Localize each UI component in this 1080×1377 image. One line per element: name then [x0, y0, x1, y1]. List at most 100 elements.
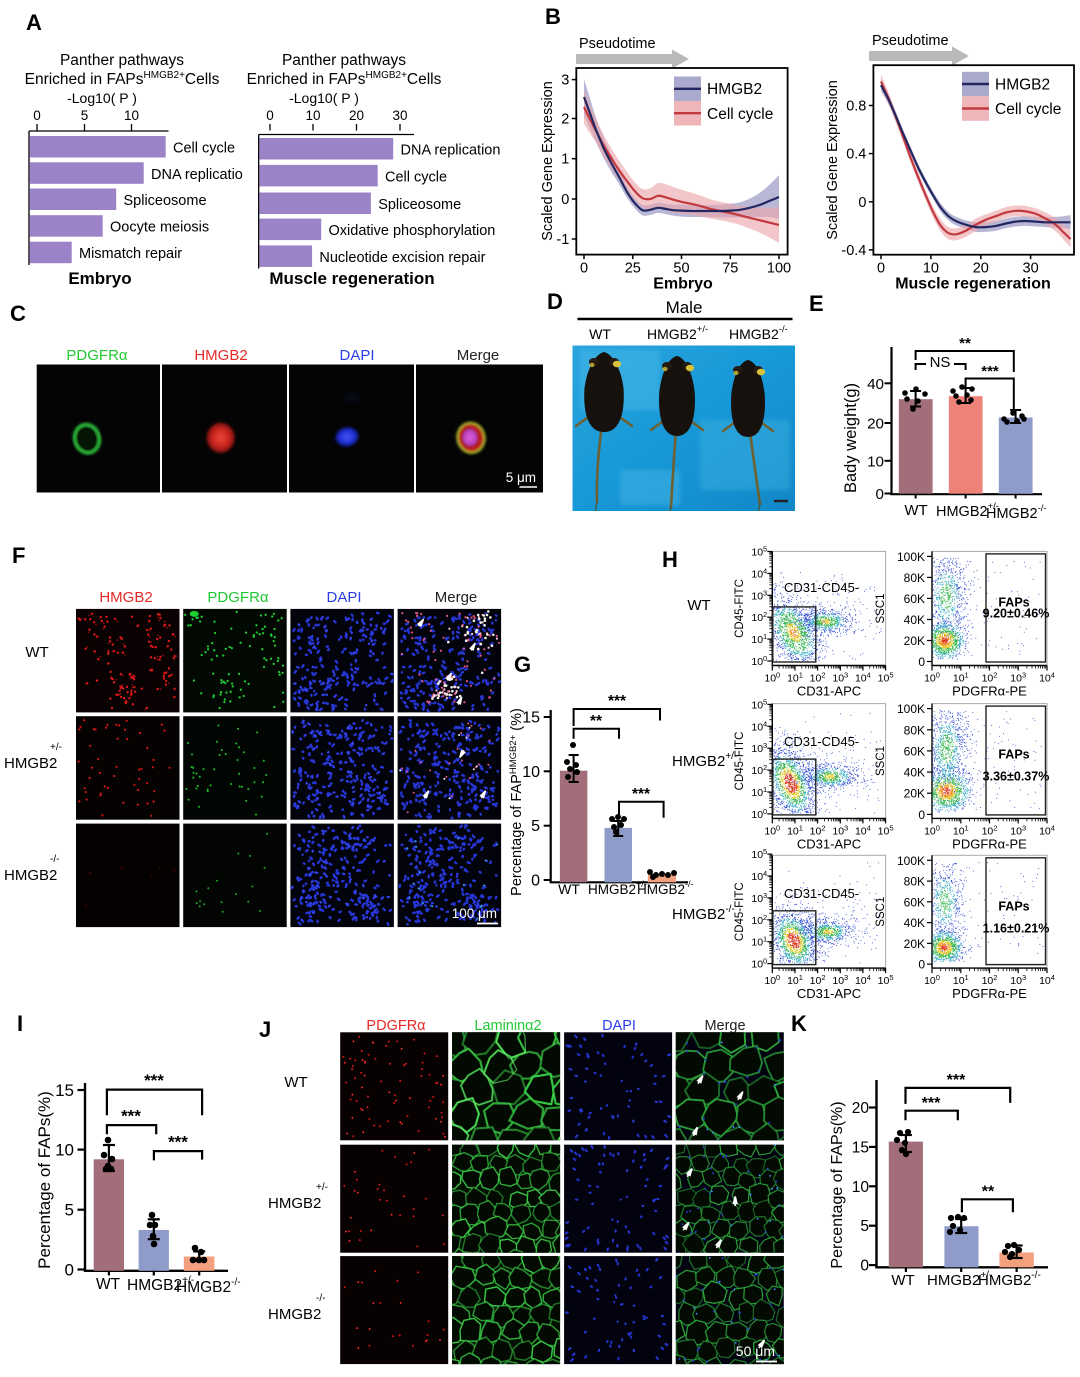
svg-text:Muscle regeneration: Muscle regeneration	[895, 276, 1051, 293]
svg-text:***: ***	[947, 1072, 966, 1089]
svg-text:30: 30	[392, 108, 407, 123]
svg-text:5: 5	[65, 1201, 74, 1220]
svg-text:PDGFRα-PE: PDGFRα-PE	[952, 684, 1027, 699]
svg-text:Percentage of FAPs(%): Percentage of FAPs(%)	[35, 1091, 54, 1269]
svg-text:**: **	[959, 335, 971, 352]
svg-text:PDGFRα-PE: PDGFRα-PE	[952, 836, 1027, 851]
svg-text:WT: WT	[904, 502, 927, 519]
svg-text:F: F	[12, 543, 25, 568]
svg-text:+/-: +/-	[50, 742, 62, 753]
svg-text:HMGB2-/-: HMGB2-/-	[672, 904, 735, 923]
svg-text:0.8: 0.8	[846, 99, 866, 115]
svg-text:80K: 80K	[904, 571, 925, 585]
svg-text:HMGB2: HMGB2	[268, 1306, 321, 1323]
svg-text:Enriched in FAPsHMGB2+Cells: Enriched in FAPsHMGB2+Cells	[25, 70, 220, 88]
svg-text:80K: 80K	[904, 875, 925, 889]
svg-text:20K: 20K	[904, 634, 925, 648]
svg-text:CD31-CD45-: CD31-CD45-	[784, 886, 859, 901]
svg-text:DAPI: DAPI	[602, 1018, 636, 1034]
svg-text:Pseudotime: Pseudotime	[579, 36, 656, 52]
svg-text:PDGFRα: PDGFRα	[66, 347, 128, 364]
svg-text:10: 10	[305, 108, 320, 123]
svg-text:-Log10( P ): -Log10( P )	[289, 90, 359, 106]
svg-text:Male: Male	[666, 298, 703, 317]
svg-text:3.36±0.37%: 3.36±0.37%	[983, 770, 1050, 784]
svg-text:60K: 60K	[904, 895, 925, 909]
svg-text:-/-: -/-	[50, 854, 59, 865]
svg-text:100K: 100K	[897, 702, 925, 716]
svg-text:PDGFRα: PDGFRα	[207, 589, 269, 606]
svg-text:Nucleotide excision repair: Nucleotide excision repair	[319, 250, 485, 266]
svg-text:SSC1: SSC1	[875, 746, 887, 776]
svg-text:75: 75	[722, 261, 738, 277]
svg-text:0: 0	[531, 873, 540, 890]
svg-text:**: **	[590, 713, 603, 730]
svg-text:100K: 100K	[897, 550, 925, 564]
svg-text:CD31-APC: CD31-APC	[797, 684, 861, 699]
svg-text:20: 20	[867, 416, 884, 433]
svg-text:HMGB2+/-: HMGB2+/-	[672, 751, 737, 770]
svg-text:20K: 20K	[904, 937, 925, 951]
svg-text:CD45-FITC: CD45-FITC	[734, 732, 746, 791]
svg-text:0: 0	[266, 108, 274, 123]
svg-text:5: 5	[81, 108, 89, 123]
svg-text:**: **	[982, 1184, 995, 1201]
svg-text:0.4: 0.4	[846, 147, 866, 163]
svg-text:***: ***	[168, 1133, 188, 1152]
svg-text:2: 2	[561, 112, 569, 128]
svg-text:HMGB2-/-: HMGB2-/-	[986, 503, 1047, 522]
svg-text:FAPs: FAPs	[998, 748, 1029, 762]
svg-text:Spliceosome: Spliceosome	[378, 197, 461, 213]
svg-text:40K: 40K	[904, 766, 925, 780]
svg-text:5: 5	[531, 818, 540, 835]
svg-text:10: 10	[55, 1141, 74, 1160]
svg-text:Cell cycle: Cell cycle	[707, 106, 773, 123]
svg-text:20: 20	[349, 108, 364, 123]
svg-text:HMGB2: HMGB2	[268, 1195, 321, 1212]
svg-text:25: 25	[625, 261, 641, 277]
svg-text:CD31-APC: CD31-APC	[797, 836, 861, 851]
svg-text:0: 0	[561, 192, 569, 208]
svg-text:I: I	[17, 1011, 23, 1036]
svg-text:CD31-APC: CD31-APC	[797, 986, 861, 1001]
svg-text:Cell cycle: Cell cycle	[173, 141, 235, 157]
svg-text:Embryo: Embryo	[653, 276, 713, 293]
svg-text:E: E	[809, 291, 824, 316]
svg-text:HMGB2: HMGB2	[194, 347, 247, 364]
svg-text:A: A	[26, 10, 42, 35]
svg-text:0: 0	[918, 808, 925, 822]
svg-text:Cell cycle: Cell cycle	[385, 169, 447, 185]
svg-text:B: B	[545, 4, 561, 29]
svg-text:Oocyte meiosis: Oocyte meiosis	[110, 220, 209, 236]
svg-text:CD45-FITC: CD45-FITC	[734, 579, 746, 638]
svg-text:80K: 80K	[904, 723, 925, 737]
svg-text:10: 10	[522, 764, 540, 781]
svg-text:0: 0	[877, 261, 885, 277]
svg-text:+/-: +/-	[316, 1182, 328, 1193]
svg-text:***: ***	[608, 693, 627, 710]
svg-text:60K: 60K	[904, 744, 925, 758]
svg-text:Scaled Gene Expression: Scaled Gene Expression	[540, 81, 556, 241]
svg-text:HMGB2: HMGB2	[707, 81, 762, 98]
svg-text:5 μm: 5 μm	[506, 470, 536, 485]
svg-text:Spliceosome: Spliceosome	[124, 193, 207, 209]
svg-text:Cell cycle: Cell cycle	[995, 101, 1061, 118]
svg-text:10: 10	[852, 1179, 870, 1196]
svg-text:20: 20	[852, 1100, 870, 1117]
svg-text:DNA replicatio: DNA replicatio	[151, 167, 243, 183]
svg-text:60K: 60K	[904, 592, 925, 606]
svg-text:DNA replication: DNA replication	[401, 143, 501, 159]
svg-text:***: ***	[144, 1071, 164, 1090]
svg-text:Panther pathways: Panther pathways	[60, 52, 184, 69]
svg-text:10: 10	[923, 261, 939, 277]
svg-text:100K: 100K	[897, 854, 925, 868]
svg-text:CD31-CD45-: CD31-CD45-	[784, 580, 859, 595]
svg-text:HMGB2-/-: HMGB2-/-	[978, 1270, 1041, 1289]
svg-text:5: 5	[860, 1218, 869, 1235]
svg-text:Panther pathways: Panther pathways	[282, 52, 406, 69]
svg-text:Lamininα2: Lamininα2	[474, 1018, 541, 1034]
svg-text:0: 0	[580, 261, 588, 277]
svg-text:0: 0	[918, 958, 925, 972]
svg-text:40K: 40K	[904, 916, 925, 930]
svg-text:0: 0	[858, 195, 866, 211]
